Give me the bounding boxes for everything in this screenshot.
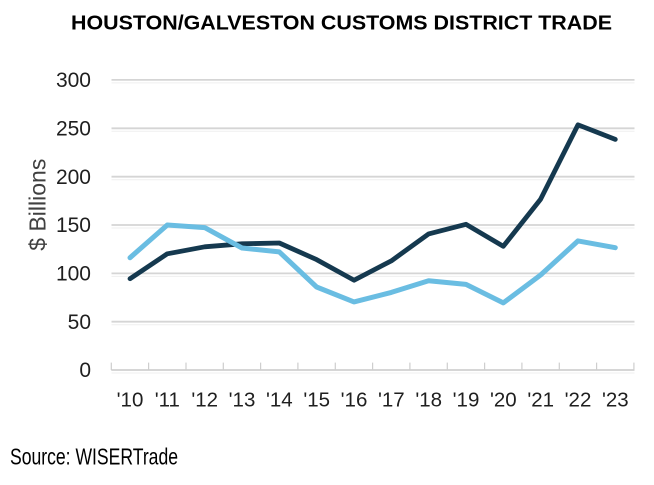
svg-text:'15: '15 [303, 388, 330, 411]
svg-text:250: 250 [56, 117, 91, 140]
svg-text:'17: '17 [378, 388, 405, 411]
svg-text:0: 0 [79, 359, 91, 382]
svg-text:50: 50 [68, 311, 91, 334]
svg-text:150: 150 [56, 214, 91, 237]
svg-text:'14: '14 [266, 388, 293, 411]
svg-text:Source: WISERTrade: Source: WISERTrade [10, 444, 178, 470]
svg-text:'22: '22 [565, 388, 592, 411]
svg-text:300: 300 [56, 69, 91, 92]
svg-text:200: 200 [56, 166, 91, 189]
svg-text:'19: '19 [453, 388, 480, 411]
svg-text:HOUSTON/GALVESTON CUSTOMS DIST: HOUSTON/GALVESTON CUSTOMS DISTRICT TRADE [71, 13, 612, 35]
svg-text:'23: '23 [602, 388, 629, 411]
svg-text:'13: '13 [229, 388, 256, 411]
svg-text:'10: '10 [117, 388, 144, 411]
svg-text:100: 100 [56, 263, 91, 286]
svg-text:'21: '21 [527, 388, 554, 411]
svg-text:'11: '11 [155, 388, 180, 411]
svg-text:$ Billions: $ Billions [25, 159, 51, 251]
svg-text:'18: '18 [415, 388, 442, 411]
svg-text:'16: '16 [341, 388, 368, 411]
svg-text:'12: '12 [191, 388, 218, 411]
svg-text:'20: '20 [490, 388, 517, 411]
